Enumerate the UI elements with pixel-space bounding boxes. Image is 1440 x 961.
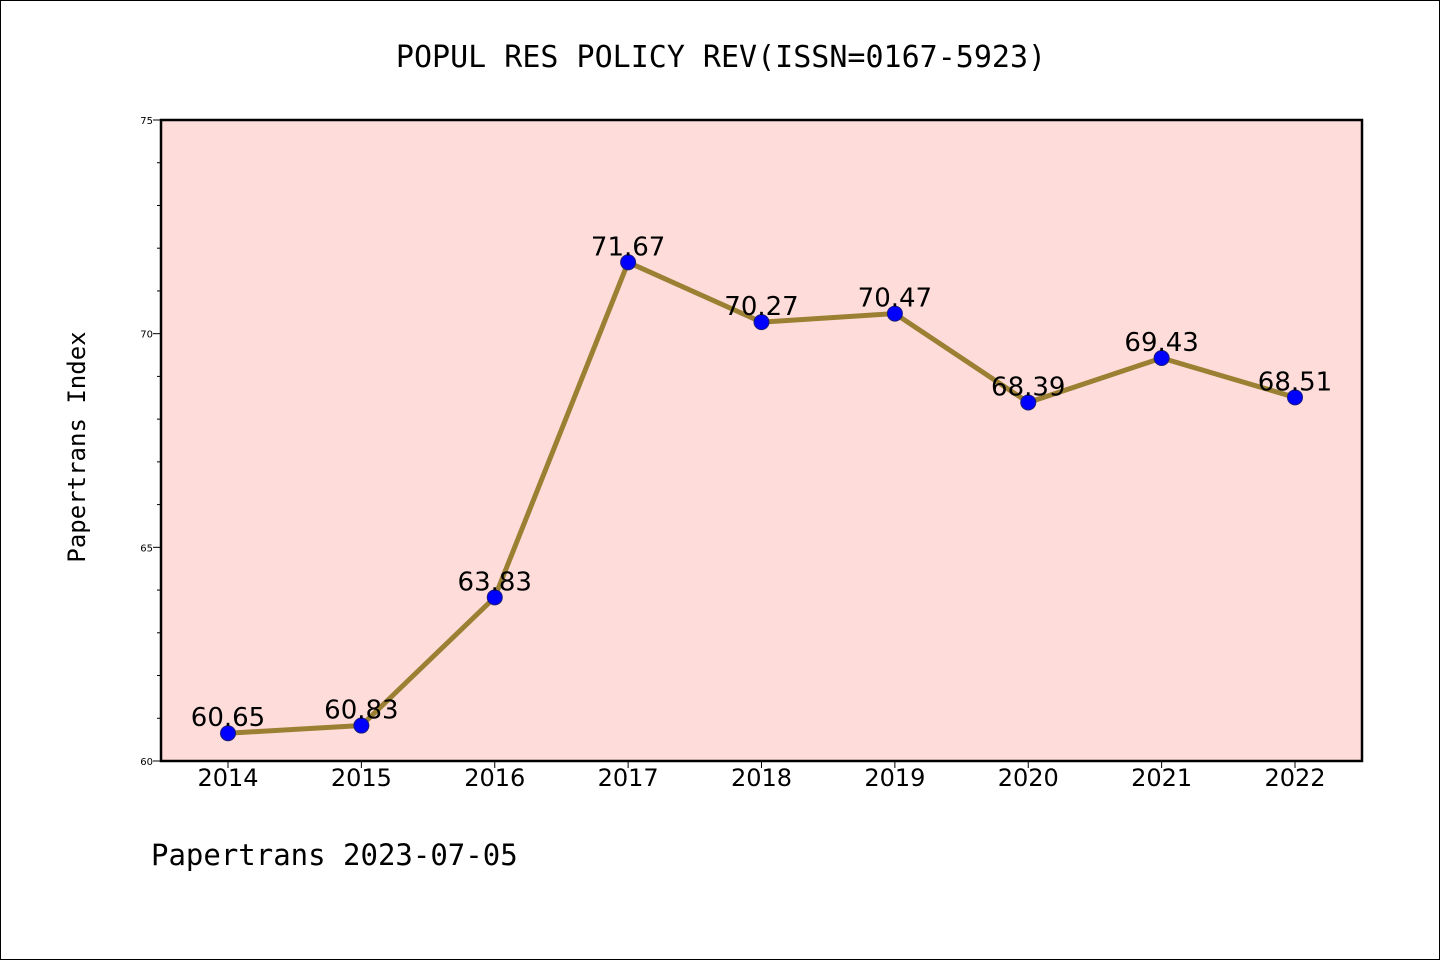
x-tick-label: 2019 [864, 764, 925, 792]
data-point-marker [486, 589, 503, 606]
x-tick-label: 2014 [197, 764, 258, 792]
data-point-marker [220, 725, 236, 742]
data-label: 68.51 [1258, 367, 1332, 397]
y-tick-label: 70 [140, 330, 153, 341]
plot-area [159, 118, 1364, 763]
data-point-marker [1287, 389, 1303, 406]
x-tick-label: 2015 [331, 764, 392, 792]
data-point-marker [1153, 350, 1170, 367]
x-tick-label: 2022 [1264, 764, 1325, 792]
y-axis-label: Papertrans Index [63, 331, 91, 562]
x-tick-label: 2016 [464, 764, 525, 792]
data-point-marker [753, 314, 770, 331]
data-label: 60.65 [191, 703, 265, 733]
data-label: 68.39 [991, 372, 1065, 402]
y-tick-label: 65 [140, 543, 153, 554]
data-point-marker [353, 717, 370, 734]
x-axis: 2014 2015 2016 2017 2018 2019 2020 2021 2022 [197, 761, 1326, 792]
chart-title: POPUL RES POLICY REV(ISSN=0167-5923) [396, 40, 1046, 75]
data-labels-group: 60.65 60.83 63.83 71.67 70.27 70.47 68.39 69.43… [191, 232, 1332, 733]
y-tick-label: 75 [140, 116, 153, 127]
data-label: 70.27 [724, 292, 798, 322]
data-label: 69.43 [1124, 328, 1198, 358]
data-point-marker [886, 305, 903, 322]
data-label: 70.47 [858, 284, 932, 314]
x-tick-label: 2020 [998, 764, 1059, 792]
y-tick-label: 60 [140, 757, 153, 768]
y-axis: 60 65 70 75 [140, 116, 161, 768]
x-tick-label: 2017 [598, 764, 659, 792]
data-point-marker [620, 254, 637, 271]
series-line-group [220, 254, 1303, 742]
footer-date-label: Papertrans 2023-07-05 [151, 838, 518, 872]
data-label: 63.83 [458, 567, 532, 597]
data-point-marker [1020, 394, 1037, 411]
x-tick-label: 2018 [731, 764, 792, 792]
data-label: 60.83 [324, 696, 398, 726]
data-label: 71.67 [591, 232, 665, 262]
x-tick-label: 2021 [1131, 764, 1192, 792]
